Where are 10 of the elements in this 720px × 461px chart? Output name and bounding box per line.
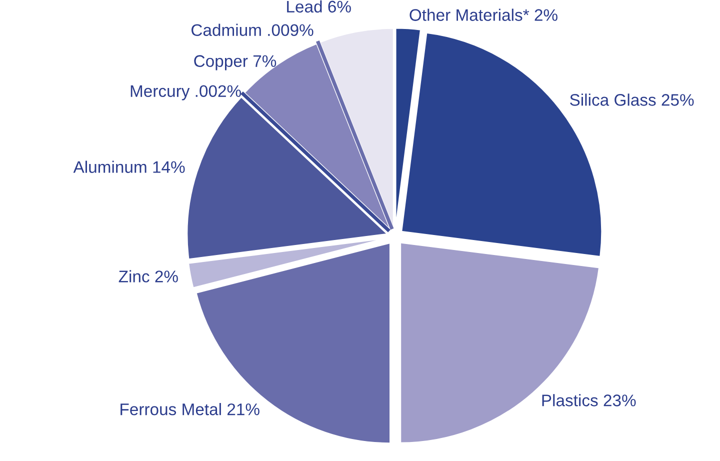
slice-label: Zinc 2%	[118, 270, 178, 282]
slice-label: Lead 6%	[287, 0, 351, 13]
slice-label: Mercury .002%	[130, 85, 241, 100]
slice-label: Plastics 23%	[542, 394, 636, 406]
slice-label: Silica Glass 25%	[570, 94, 694, 106]
slice-label: Cadmium .009%	[192, 24, 314, 36]
slice-label: Other Materials* 2%	[410, 8, 558, 21]
slice-label: Copper 7%	[194, 55, 276, 70]
slice-label: Aluminum 14%	[73, 160, 185, 173]
slice-label: Ferrous Metal 21%	[120, 403, 260, 416]
